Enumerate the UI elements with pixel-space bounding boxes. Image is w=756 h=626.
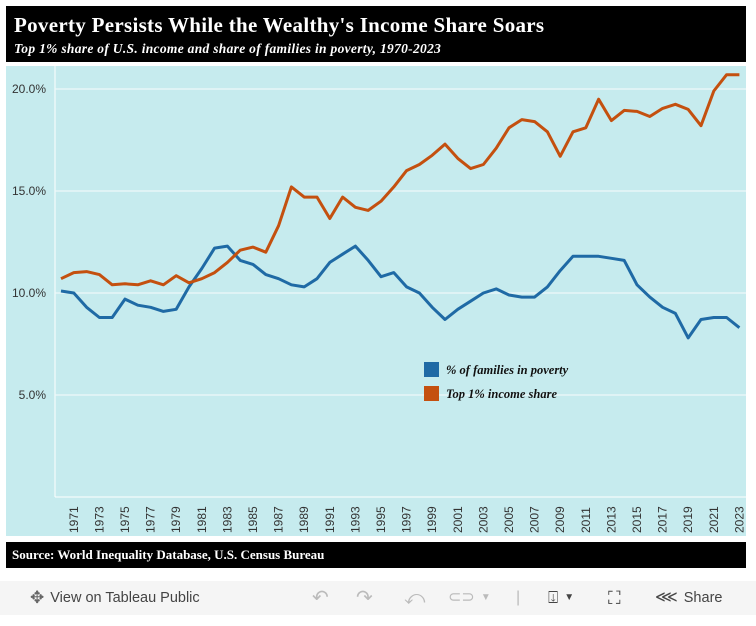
redo-button[interactable]: ↷ bbox=[356, 581, 373, 615]
series-line-poverty bbox=[60, 244, 741, 340]
series-line-top-1-percent bbox=[60, 73, 740, 287]
x-tick-label: 1983 bbox=[220, 506, 234, 533]
legend-label: % of families in poverty bbox=[446, 363, 569, 377]
x-tick-label: 1993 bbox=[348, 506, 362, 533]
y-tick-label: 10.0% bbox=[12, 286, 46, 300]
download-button[interactable]: ⍗ ▼ bbox=[548, 581, 574, 615]
x-tick-label: 1981 bbox=[195, 506, 209, 533]
x-tick-label: 1973 bbox=[92, 506, 106, 533]
x-tick-label: 2021 bbox=[707, 506, 721, 533]
chevron-down-icon: ▼ bbox=[480, 592, 491, 603]
chart-area: 5.0% 10.0% 15.0% 20.0% 1971 1973 1975 1977 1979 1… bbox=[6, 66, 746, 536]
x-tick-label: 2007 bbox=[528, 506, 542, 533]
x-tick-label: 2003 bbox=[476, 506, 490, 533]
x-tick-label: 1989 bbox=[297, 506, 311, 533]
toolbar-divider: | bbox=[516, 589, 521, 606]
x-tick-label: 2011 bbox=[579, 507, 593, 533]
undo-button[interactable]: ↶ bbox=[312, 581, 329, 615]
refresh-icon: ⊂⊃ bbox=[448, 589, 475, 606]
tableau-toolbar: ✥ View on Tableau Public ↶ ↷ ⤺ ⊂⊃ ▼ | ⍗ ▼ … bbox=[0, 581, 756, 615]
view-on-tableau-button[interactable]: ✥ View on Tableau Public bbox=[30, 581, 200, 615]
tableau-logo-icon: ✥ bbox=[30, 588, 45, 607]
refresh-button[interactable]: ⊂⊃ ▼ bbox=[448, 581, 491, 615]
redo-icon: ↷ bbox=[356, 587, 373, 609]
x-tick-label: 1979 bbox=[169, 506, 183, 533]
fullscreen-icon: ⛶ bbox=[608, 588, 621, 608]
x-tick-label: 1977 bbox=[144, 506, 158, 533]
fullscreen-button[interactable]: ⛶ bbox=[608, 581, 621, 615]
x-tick-label: 2023 bbox=[732, 506, 746, 533]
view-on-tableau-label: View on Tableau Public bbox=[50, 590, 200, 606]
x-tick-label: 2001 bbox=[451, 506, 465, 533]
chart-subtitle: Top 1% share of U.S. income and share of… bbox=[14, 41, 442, 56]
chart-title: Poverty Persists While the Wealthy's Inc… bbox=[14, 13, 545, 37]
revert-button[interactable]: ⤺ bbox=[404, 581, 425, 615]
y-tick-label: 15.0% bbox=[12, 184, 46, 198]
x-tick-label: 2013 bbox=[604, 506, 618, 533]
source-note: Source: World Inequality Database, U.S. … bbox=[6, 542, 746, 568]
line-chart: 5.0% 10.0% 15.0% 20.0% 1971 1973 1975 1977 1979 1… bbox=[12, 66, 746, 533]
x-tick-label: 1995 bbox=[374, 506, 388, 533]
x-tick-label: 1985 bbox=[246, 506, 260, 533]
chevron-down-icon: ▼ bbox=[564, 592, 575, 603]
x-tick-label: 2015 bbox=[630, 506, 644, 533]
download-icon: ⍗ bbox=[548, 588, 559, 607]
x-tick-label: 2019 bbox=[681, 506, 695, 533]
x-tick-label: 1997 bbox=[400, 506, 414, 533]
x-tick-label: 1971 bbox=[67, 506, 81, 533]
y-tick-label: 20.0% bbox=[12, 82, 46, 96]
y-tick-label: 5.0% bbox=[19, 388, 47, 402]
x-tick-label: 2009 bbox=[553, 506, 567, 533]
x-tick-label: 2005 bbox=[502, 506, 516, 533]
share-label: Share bbox=[683, 590, 723, 606]
chart-header: Poverty Persists While the Wealthy's Inc… bbox=[6, 6, 746, 62]
revert-icon: ⤺ bbox=[404, 587, 426, 609]
x-tick-label: 2017 bbox=[656, 506, 670, 533]
x-tick-label: 1991 bbox=[323, 506, 337, 533]
share-button[interactable]: ⋘ Share bbox=[655, 581, 722, 615]
legend-swatch bbox=[424, 362, 439, 377]
legend-label: Top 1% income share bbox=[446, 387, 557, 401]
undo-icon: ↶ bbox=[312, 587, 329, 609]
share-icon: ⋘ bbox=[655, 589, 678, 606]
x-tick-label: 1999 bbox=[425, 506, 439, 533]
legend-swatch bbox=[424, 386, 439, 401]
x-tick-label: 1987 bbox=[272, 506, 286, 533]
x-tick-label: 1975 bbox=[118, 506, 132, 533]
